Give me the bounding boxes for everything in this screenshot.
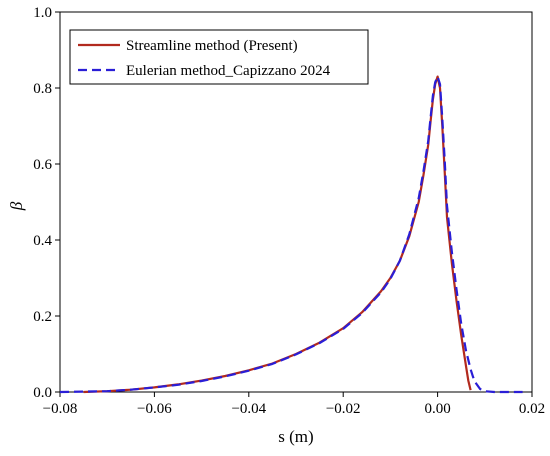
x-axis-title: s (m)	[278, 427, 313, 446]
y-tick-label: 0.0	[33, 385, 52, 401]
y-tick-label: 0.8	[33, 81, 52, 97]
series-lines	[59, 75, 523, 394]
x-tick-label: −0.06	[137, 401, 172, 417]
plot-frame	[59, 11, 533, 393]
x-tick-label: −0.04	[231, 401, 266, 417]
legend-box	[69, 29, 369, 85]
y-tick-label: 0.2	[33, 309, 52, 325]
x-axis-ticks: −0.08 −0.06 −0.04 −0.02 0.00 0.02	[43, 392, 545, 417]
legend-label-streamline: Streamline method (Present)	[126, 38, 298, 54]
series-line-streamline	[83, 75, 472, 394]
legend: Streamline method (Present) Eulerian met…	[69, 29, 369, 85]
x-tick-label: −0.02	[326, 401, 361, 417]
y-tick-label: 0.6	[33, 157, 52, 173]
x-tick-label: 0.00	[424, 401, 450, 417]
x-tick-label: 0.02	[519, 401, 545, 417]
y-tick-label: 0.4	[33, 233, 52, 249]
y-tick-label: 1.0	[33, 5, 52, 21]
series-line-eulerian	[59, 75, 523, 394]
y-axis-title: β	[7, 201, 26, 211]
y-axis-ticks: 0.0 0.2 0.4 0.6 0.8 1.0	[33, 5, 60, 401]
legend-label-eulerian: Eulerian method_Capizzano 2024	[126, 63, 331, 79]
x-tick-label: −0.08	[43, 401, 78, 417]
